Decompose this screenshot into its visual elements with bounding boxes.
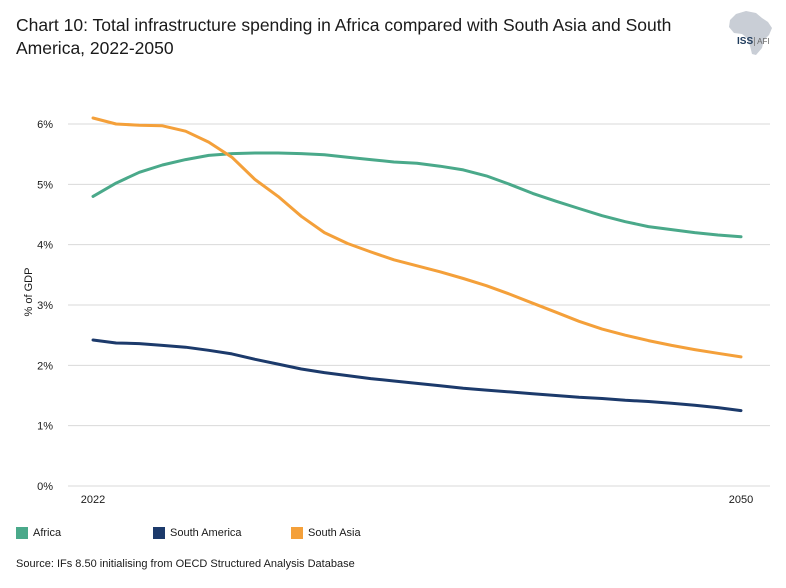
grid-lines: [68, 123, 770, 487]
x-axis-ticks: 2022 2050: [81, 494, 753, 506]
x-tick-label: 2022: [81, 494, 105, 506]
legend-label-africa: Africa: [33, 527, 62, 539]
africa-silhouette: [729, 11, 772, 55]
series-line-africa: [91, 151, 743, 239]
legend-item-south-america: South America: [153, 527, 242, 539]
logo-text: ISS AFI: [737, 36, 770, 47]
logo-sub-text: AFI: [754, 37, 770, 46]
legend-label-south-america: South America: [170, 527, 242, 539]
africa-map-logo-icon: [729, 11, 772, 55]
y-tick-label: 2%: [37, 360, 53, 372]
chart-title: Chart 10: Total infrastructure spending …: [16, 15, 672, 58]
legend-swatch-south-asia: [291, 527, 303, 539]
y-axis-title: % of GDP: [23, 268, 35, 317]
logo-main-text: ISS: [737, 36, 754, 47]
legend-item-africa: Africa: [16, 527, 61, 539]
y-tick-label: 6%: [37, 119, 53, 131]
legend-swatch-south-america: [153, 527, 165, 539]
legend-label-south-asia: South Asia: [308, 527, 361, 539]
x-tick-label: 2050: [729, 494, 753, 506]
y-tick-label: 4%: [37, 240, 53, 252]
legend-swatch-africa: [16, 527, 28, 539]
series-line-south-asia: [91, 116, 743, 359]
data-series: [91, 116, 743, 413]
source-note: Source: IFs 8.50 initialising from OECD …: [16, 558, 355, 570]
y-axis-ticks: 0% 1% 2% 3% 4% 5% 6%: [37, 119, 53, 493]
series-line-south-america: [91, 338, 743, 413]
legend-item-south-asia: South Asia: [291, 527, 361, 539]
y-tick-label: 5%: [37, 179, 53, 191]
y-tick-label: 3%: [37, 300, 53, 312]
y-tick-label: 1%: [37, 421, 53, 433]
y-tick-label: 0%: [37, 481, 53, 493]
